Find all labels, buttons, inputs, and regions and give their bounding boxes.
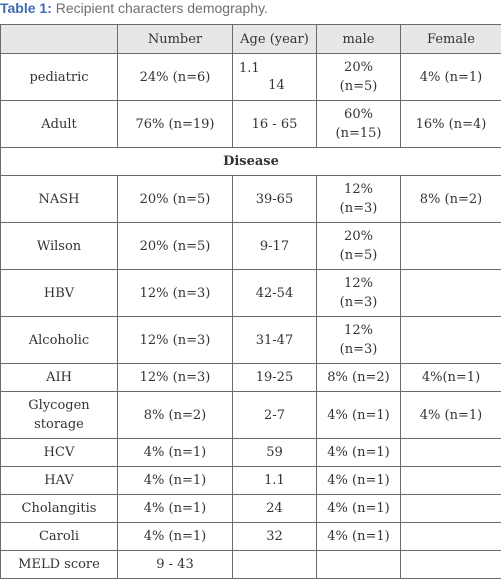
age-range: 1.1 14 bbox=[235, 60, 314, 94]
disease-heading: Disease bbox=[0, 147, 501, 176]
female-cell bbox=[400, 269, 501, 317]
empty-cell bbox=[232, 550, 317, 579]
female-cell bbox=[400, 222, 501, 270]
male-cell: 12% (n=3) bbox=[316, 269, 401, 317]
caption-text: Recipient characters demography. bbox=[51, 0, 268, 16]
number-cell: 20% (n=5) bbox=[117, 222, 233, 270]
female-cell bbox=[400, 522, 501, 551]
male-cell: 4% (n=1) bbox=[316, 438, 401, 467]
header-male: male bbox=[316, 24, 401, 54]
meld-label: MELD score bbox=[0, 550, 118, 579]
table-row: HCV 4% (n=1) 59 4% (n=1) bbox=[0, 438, 501, 467]
table-row: Alcoholic 12% (n=3) 31-47 12% (n=3) bbox=[0, 316, 501, 364]
female-cell bbox=[400, 316, 501, 364]
row-label: Cholangitis bbox=[0, 494, 118, 523]
male-cell: 4% (n=1) bbox=[316, 494, 401, 523]
male-cell: 4% (n=1) bbox=[316, 522, 401, 551]
number-cell: 12% (n=3) bbox=[117, 269, 233, 317]
male-cell: 20% (n=5) bbox=[316, 222, 401, 270]
number-cell: 20% (n=5) bbox=[117, 175, 233, 223]
row-label: HCV bbox=[0, 438, 118, 467]
disease-rows: NASH 20% (n=5) 39-65 12% (n=3) 8% (n=2) Wilson… bbox=[0, 175, 501, 551]
age-cell: 31-47 bbox=[232, 316, 317, 364]
age-cell: 19-25 bbox=[232, 363, 317, 392]
table-caption: Table 1: Recipient characters demography… bbox=[0, 0, 501, 24]
male-cell: 20% (n=5) bbox=[316, 53, 401, 101]
disease-section-row: Disease bbox=[0, 147, 501, 176]
row-label: pediatric bbox=[0, 53, 118, 101]
number-cell: 4% (n=1) bbox=[117, 494, 233, 523]
header-row: Number Age (year) male Female bbox=[0, 24, 501, 54]
male-cell: 12% (n=3) bbox=[316, 316, 401, 364]
male-cell: 12% (n=3) bbox=[316, 175, 401, 223]
row-label: Wilson bbox=[0, 222, 118, 270]
number-cell: 12% (n=3) bbox=[117, 363, 233, 392]
empty-cell bbox=[316, 550, 401, 579]
female-cell: 8% (n=2) bbox=[400, 175, 501, 223]
header-female: Female bbox=[400, 24, 501, 54]
age-cell: 24 bbox=[232, 494, 317, 523]
male-cell: 60% (n=15) bbox=[316, 100, 401, 148]
table-row: pediatric 24% (n=6) 1.1 14 20% (n=5) 4% (… bbox=[0, 53, 501, 101]
number-cell: 76% (n=19) bbox=[117, 100, 233, 148]
header-age: Age (year) bbox=[232, 24, 317, 54]
female-cell bbox=[400, 466, 501, 495]
meld-range: 9 - 43 bbox=[117, 550, 233, 579]
number-cell: 8% (n=2) bbox=[117, 391, 233, 439]
age-cell: 2-7 bbox=[232, 391, 317, 439]
female-cell: 4%(n=1) bbox=[400, 363, 501, 392]
male-cell: 4% (n=1) bbox=[316, 391, 401, 439]
age-min: 1.1 bbox=[239, 61, 260, 76]
age-cell: 1.1 bbox=[232, 466, 317, 495]
table-row: AIH 12% (n=3) 19-25 8% (n=2) 4%(n=1) bbox=[0, 363, 501, 392]
meld-row: MELD score 9 - 43 bbox=[0, 550, 501, 579]
header-number: Number bbox=[117, 24, 233, 54]
age-cell: 1.1 14 bbox=[232, 53, 317, 101]
table-row: Adult 76% (n=19) 16 - 65 60% (n=15) 16% (… bbox=[0, 100, 501, 148]
age-cell: 16 - 65 bbox=[232, 100, 317, 148]
row-label: Adult bbox=[0, 100, 118, 148]
age-cell: 39-65 bbox=[232, 175, 317, 223]
table-row: HBV 12% (n=3) 42-54 12% (n=3) bbox=[0, 269, 501, 317]
female-cell bbox=[400, 494, 501, 523]
row-label: NASH bbox=[0, 175, 118, 223]
table-row: Wilson 20% (n=5) 9-17 20% (n=5) bbox=[0, 222, 501, 270]
age-cell: 59 bbox=[232, 438, 317, 467]
number-cell: 4% (n=1) bbox=[117, 522, 233, 551]
age-cell: 42-54 bbox=[232, 269, 317, 317]
age-max: 14 bbox=[268, 78, 285, 93]
female-cell: 4% (n=1) bbox=[400, 53, 501, 101]
male-cell: 8% (n=2) bbox=[316, 363, 401, 392]
empty-cell bbox=[400, 550, 501, 579]
number-cell: 4% (n=1) bbox=[117, 466, 233, 495]
table-row: Glycogen storage 8% (n=2) 2-7 4% (n=1) 4% (n=… bbox=[0, 391, 501, 439]
table-row: NASH 20% (n=5) 39-65 12% (n=3) 8% (n=2) bbox=[0, 175, 501, 223]
number-cell: 24% (n=6) bbox=[117, 53, 233, 101]
male-cell: 4% (n=1) bbox=[316, 466, 401, 495]
table-row: HAV 4% (n=1) 1.1 4% (n=1) bbox=[0, 466, 501, 495]
header-blank-cell bbox=[0, 24, 118, 54]
demography-table: Number Age (year) male Female pediatric … bbox=[0, 24, 501, 579]
row-label: HAV bbox=[0, 466, 118, 495]
number-cell: 4% (n=1) bbox=[117, 438, 233, 467]
row-label: Alcoholic bbox=[0, 316, 118, 364]
caption-label: Table 1: bbox=[0, 0, 52, 16]
table-row: Cholangitis 4% (n=1) 24 4% (n=1) bbox=[0, 494, 501, 523]
row-label: Caroli bbox=[0, 522, 118, 551]
table-row: Caroli 4% (n=1) 32 4% (n=1) bbox=[0, 522, 501, 551]
age-cell: 9-17 bbox=[232, 222, 317, 270]
female-cell bbox=[400, 438, 501, 467]
female-cell: 4% (n=1) bbox=[400, 391, 501, 439]
number-cell: 12% (n=3) bbox=[117, 316, 233, 364]
row-label: HBV bbox=[0, 269, 118, 317]
row-label: Glycogen storage bbox=[0, 391, 118, 439]
row-label: AIH bbox=[0, 363, 118, 392]
age-cell: 32 bbox=[232, 522, 317, 551]
female-cell: 16% (n=4) bbox=[400, 100, 501, 148]
